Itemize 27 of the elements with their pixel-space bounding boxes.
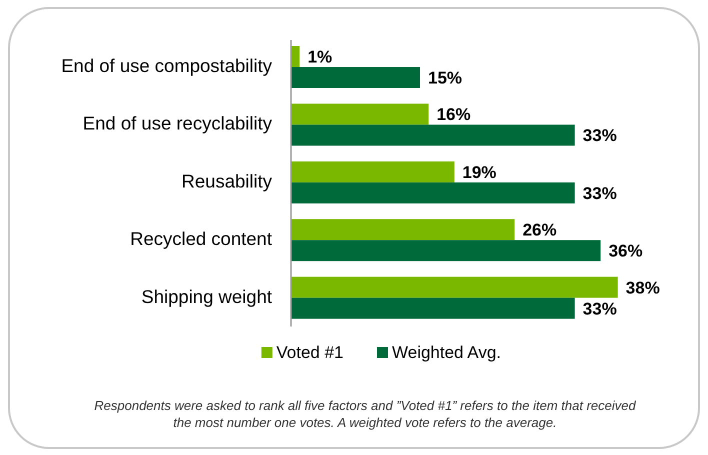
text: Respondents were asked to rank all five factors and ”Voted #1” refers to the item that received the most number one votes. A weighted vote refers to the average. [94,398,637,430]
bar [291,276,618,298]
y-tick-label: Shipping weight [141,286,272,307]
bar [291,161,454,182]
data-label: 38% [626,278,660,298]
data-label: 1% [308,48,332,66]
data-label: 15% [428,68,462,88]
bar [291,240,601,262]
y-tick-label: End of use recyclability [82,112,273,134]
y-tick-label: End of use compostability [61,55,273,76]
data-label: 33% [582,299,617,318]
bar [291,104,429,125]
data-label: 26% [522,220,557,240]
data-label: 36% [608,242,643,261]
data-label: 19% [462,162,496,182]
data-label: 33% [582,126,617,146]
bar [291,298,575,319]
bar [291,219,515,240]
bar [291,67,420,88]
y-tick-label: Reusability [182,170,273,192]
bar [291,182,575,204]
legend-label: Voted #1 [276,343,344,362]
bar [291,124,575,146]
data-label: 16% [436,105,471,124]
legend-label: Weighted Avg. [392,343,502,362]
data-label: 33% [582,184,617,203]
y-tick-label: Recycled content [130,228,272,250]
